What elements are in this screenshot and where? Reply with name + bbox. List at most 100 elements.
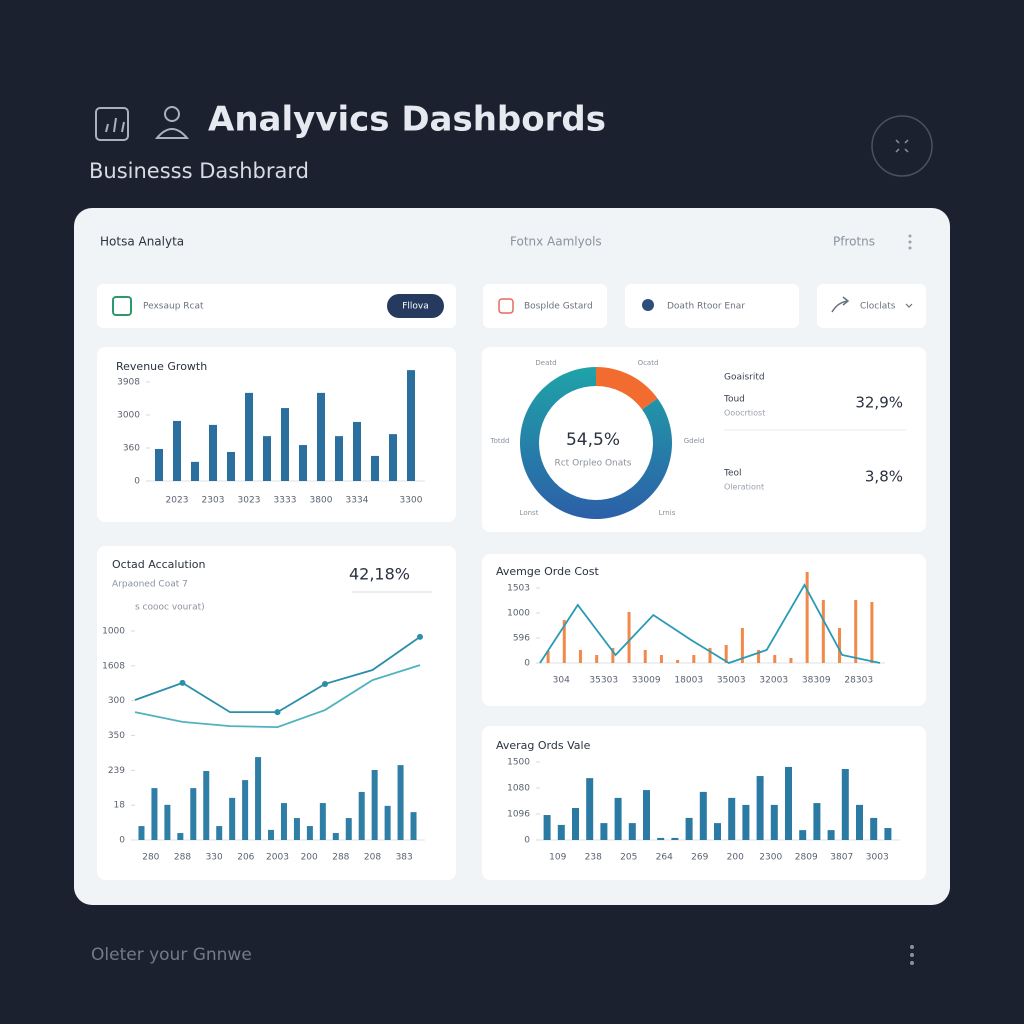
donut-annotation: Totdd [489, 437, 509, 445]
chart-title: Octad Accalution [112, 558, 206, 571]
tab[interactable]: Hotsa Analyta [100, 235, 184, 249]
stat-sublabel: Ooocrtiost [724, 409, 765, 418]
bar [785, 766, 792, 840]
x-tick-label: 28303 [844, 676, 873, 686]
x-tick-label: 206 [237, 853, 254, 863]
chart-title: Avemge Orde Cost [496, 565, 599, 578]
bar [572, 808, 579, 840]
stat-value: 32,9% [855, 394, 903, 412]
button-label[interactable]: Fllova [402, 302, 429, 312]
bar [789, 658, 793, 663]
y-tick-label: 18 [114, 801, 126, 811]
bar [671, 837, 679, 840]
bar [562, 620, 566, 663]
bar [856, 804, 863, 840]
control[interactable] [483, 284, 607, 328]
y-tick-label: 239 [108, 766, 125, 776]
x-tick-label: 3003 [866, 853, 889, 863]
search-box[interactable] [97, 284, 456, 328]
search-icon [112, 296, 132, 316]
control-label[interactable]: Doath Rtoor Enar [667, 302, 745, 312]
bar [227, 451, 235, 481]
line [134, 664, 421, 729]
bar [263, 436, 271, 481]
bar [177, 833, 184, 840]
y-tick-label: 350 [108, 731, 125, 741]
stat-label: Toud [723, 395, 745, 405]
bar [821, 600, 825, 663]
bar [299, 445, 307, 481]
bar [600, 823, 608, 840]
menu-dots[interactable] [908, 234, 912, 250]
donut-segment [596, 367, 658, 410]
share-icon [831, 296, 850, 313]
bar [870, 817, 878, 840]
bar [191, 461, 199, 481]
bar [353, 421, 361, 481]
bar [742, 804, 750, 840]
bar [335, 436, 343, 481]
bar [578, 650, 582, 663]
button[interactable] [387, 294, 444, 318]
bar [190, 788, 197, 840]
line-point [417, 633, 423, 640]
subtitle: Businesss Dashbrard [89, 159, 309, 183]
x-tick-label: 288 [332, 853, 349, 863]
bar [407, 370, 415, 481]
line-point [274, 709, 281, 716]
bar [173, 420, 181, 481]
menu-dots[interactable] [910, 945, 914, 965]
donut-annotation: Deatd [535, 359, 556, 367]
line [539, 583, 881, 664]
donut-center-label: 54,5% [566, 430, 620, 450]
stat-value: 3,8% [865, 468, 903, 486]
bar [358, 791, 365, 840]
bar [209, 424, 217, 481]
bar [676, 660, 680, 663]
x-tick-label: 205 [620, 853, 637, 863]
y-tick-label: 3000 [117, 411, 140, 421]
close-button[interactable] [871, 115, 933, 177]
bar [757, 650, 761, 663]
control-label[interactable]: Bosplde Gstard [524, 302, 593, 312]
bar [643, 650, 647, 663]
bar [410, 812, 417, 840]
bar [293, 818, 300, 840]
bar [155, 448, 163, 481]
x-tick-label: 288 [174, 853, 191, 863]
bar [805, 572, 809, 663]
x-tick-label: 280 [142, 853, 159, 863]
bar [245, 392, 253, 481]
chevron [905, 303, 913, 308]
tab[interactable]: Pfrotns [833, 235, 875, 249]
bar [281, 408, 289, 481]
chart-subtitle: Arpaoned Coat 7 [112, 580, 188, 590]
bar [827, 830, 835, 840]
x-tick-label: 2303 [202, 496, 225, 506]
y-tick-label: 596 [513, 634, 530, 644]
donut-annotation: Lonst [520, 509, 539, 517]
control[interactable] [625, 284, 799, 328]
y-tick-label: 1080 [507, 784, 530, 794]
bar [216, 826, 223, 840]
donut-center-sublabel: Rct Orpleo Onats [554, 459, 631, 469]
bar [773, 655, 777, 663]
bar [384, 805, 391, 840]
x-tick-label: 304 [553, 676, 570, 686]
y-tick-label: 360 [123, 444, 140, 454]
y-tick-label: 1500 [507, 758, 530, 768]
stats-title: Goaisritd [724, 373, 765, 383]
bar [643, 790, 650, 840]
x-tick-label: 38309 [802, 676, 831, 686]
user-icon [154, 106, 190, 139]
bar [389, 434, 397, 481]
x-tick-label: 3023 [238, 496, 261, 506]
tab[interactable]: Fotnx Aamlyols [510, 235, 602, 249]
control[interactable] [817, 284, 926, 328]
bar [319, 803, 326, 840]
control-label[interactable]: Cloclats [860, 302, 896, 312]
footer-text: Oleter your Gnnwe [91, 945, 252, 965]
line-point [179, 679, 186, 686]
